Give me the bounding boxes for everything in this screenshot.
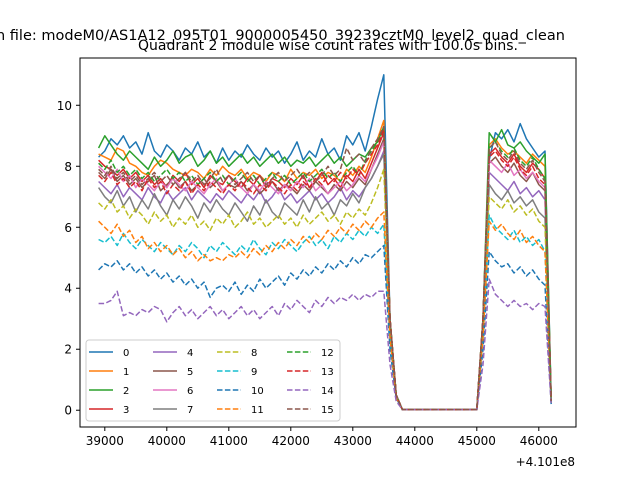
legend-label: 2 xyxy=(123,386,129,397)
y-tick-label: 10 xyxy=(57,99,72,113)
legend-item-10: 10 xyxy=(217,386,264,397)
legend-label: 5 xyxy=(187,367,193,378)
plot-frame xyxy=(79,57,577,428)
legend-item-2: 2 xyxy=(89,386,129,397)
y-tick-label: 4 xyxy=(64,282,72,296)
legend-label: 10 xyxy=(251,386,264,397)
legend-item-6: 6 xyxy=(153,386,193,397)
legend-item-14: 14 xyxy=(287,386,334,397)
legend-item-7: 7 xyxy=(153,405,193,416)
legend-label: 6 xyxy=(187,386,193,397)
legend-label: 13 xyxy=(321,367,334,378)
series-line-9 xyxy=(98,214,552,411)
legend-label: 8 xyxy=(251,348,257,359)
x-tick-label: 39000 xyxy=(86,434,124,448)
series-layer xyxy=(97,74,552,411)
legend-item-0: 0 xyxy=(89,348,129,359)
x-tick-label: 45000 xyxy=(458,434,496,448)
x-axis-offset-label: +4.101e8 xyxy=(516,455,575,469)
legend-item-5: 5 xyxy=(153,367,193,378)
x-tick-label: 46000 xyxy=(520,434,558,448)
legend-label: 11 xyxy=(251,405,264,416)
legend-item-13: 13 xyxy=(287,367,334,378)
legend-label: 1 xyxy=(123,367,129,378)
x-tick-label: 43000 xyxy=(334,434,372,448)
x-tick-label: 41000 xyxy=(210,434,248,448)
legend-label: 14 xyxy=(321,386,334,397)
y-tick-label: 8 xyxy=(64,160,72,174)
y-tick-label: 6 xyxy=(64,221,72,235)
y-axis: 0 2 4 6 8 10 xyxy=(57,99,80,418)
legend-item-1: 1 xyxy=(89,367,129,378)
series-line-15 xyxy=(98,125,552,411)
chart-title: Quadrant 2 module wise count rates with … xyxy=(138,38,518,54)
legend-frame xyxy=(85,339,341,422)
legend-item-3: 3 xyxy=(89,405,129,416)
legend-item-4: 4 xyxy=(153,348,193,359)
y-tick-label: 2 xyxy=(64,343,72,357)
x-axis: 39000 40000 41000 42000 43000 44000 45000 46000 xyxy=(86,427,558,448)
series-line-12 xyxy=(98,128,552,411)
legend-label: 0 xyxy=(123,348,129,359)
x-tick-label: 44000 xyxy=(396,434,434,448)
legend-label: 3 xyxy=(123,405,129,416)
y-tick-label: 0 xyxy=(64,404,72,418)
legend-label: 12 xyxy=(321,348,334,359)
legend-item-8: 8 xyxy=(217,348,257,359)
x-tick-label: 40000 xyxy=(148,434,186,448)
legend-item-15: 15 xyxy=(287,405,334,416)
legend-label: 7 xyxy=(187,405,193,416)
legend-item-11: 11 xyxy=(217,405,264,416)
figure-suptitle: n file: modeM0/AS1A12_095T01_9000005450_… xyxy=(0,28,565,44)
legend-item-9: 9 xyxy=(217,367,257,378)
x-tick-label: 42000 xyxy=(272,434,310,448)
legend-label: 15 xyxy=(321,405,334,416)
legend-label: 9 xyxy=(251,367,257,378)
plot-area xyxy=(79,57,577,428)
legend-label: 4 xyxy=(187,348,193,359)
legend-item-12: 12 xyxy=(287,348,334,359)
